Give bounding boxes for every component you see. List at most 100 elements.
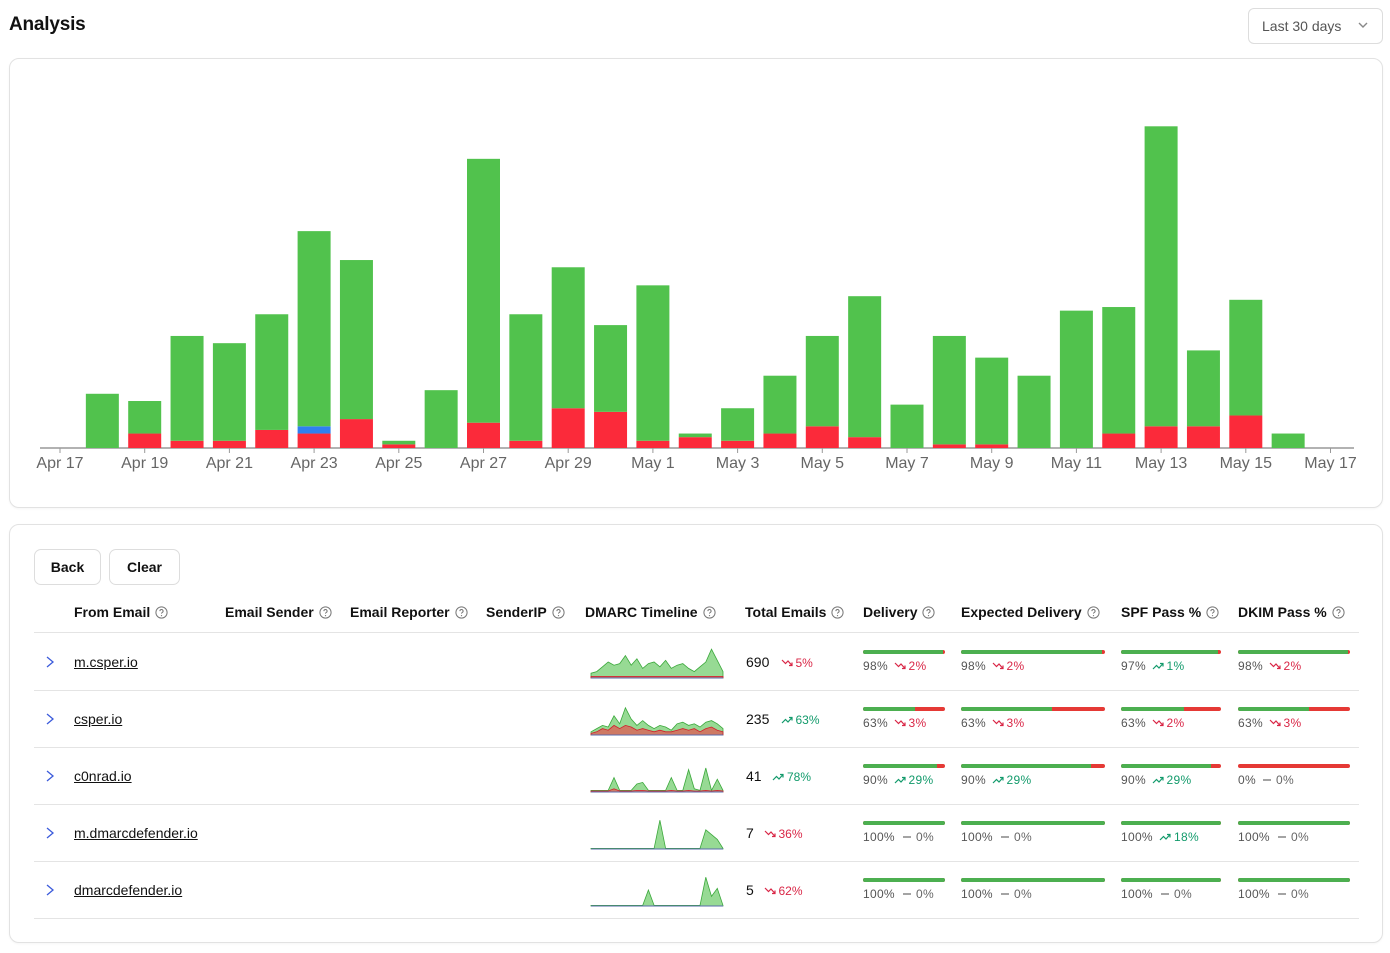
col-email-reporter-header[interactable]: Email Reporter — [350, 604, 468, 620]
bar-pass[interactable] — [551, 267, 585, 409]
bar-fail[interactable] — [763, 433, 797, 448]
bar-pass[interactable] — [85, 393, 119, 448]
bar-pass[interactable] — [297, 231, 331, 427]
column-label: Email Sender — [225, 604, 314, 620]
total-emails-value: 41 — [746, 768, 762, 784]
progress-fill — [863, 764, 937, 768]
table-row[interactable]: c0nrad.io 41 78% 90% 29% 90% 29% 90% 29% 0% 0% — [34, 748, 1359, 805]
bar-fail[interactable] — [128, 433, 162, 448]
bar-pass[interactable] — [128, 401, 162, 434]
bar-pass[interactable] — [594, 325, 628, 412]
bar-fail[interactable] — [678, 437, 712, 448]
help-icon[interactable] — [1087, 605, 1100, 619]
bar-fail[interactable] — [1186, 426, 1220, 448]
bar-pass[interactable] — [382, 440, 416, 445]
bar-pass[interactable] — [467, 158, 500, 423]
help-icon[interactable] — [319, 605, 332, 619]
bar-pass[interactable] — [1229, 299, 1263, 416]
bar-pass[interactable] — [255, 314, 289, 430]
bar-pass[interactable] — [975, 357, 1009, 445]
col-spf-pass-header[interactable]: SPF Pass % — [1121, 604, 1219, 620]
bar-fail[interactable] — [1102, 433, 1136, 448]
metric-delta: 3% — [908, 716, 927, 730]
bar-pass[interactable] — [1271, 433, 1305, 448]
help-icon[interactable] — [702, 605, 716, 619]
col-dkim-pass-header[interactable]: DKIM Pass % — [1238, 604, 1345, 620]
col-expected-delivery-header[interactable]: Expected Delivery — [961, 604, 1100, 620]
bar-fail[interactable] — [594, 411, 628, 448]
col-sender-ip-header[interactable]: SenderIP — [486, 604, 565, 620]
domain-link[interactable]: m.csper.io — [74, 654, 138, 670]
bar-fail[interactable] — [212, 440, 246, 448]
date-range-select[interactable]: Last 30 days — [1248, 8, 1383, 44]
bar-pass[interactable] — [763, 375, 797, 434]
help-icon[interactable] — [831, 605, 845, 619]
bar-fail[interactable] — [975, 444, 1009, 448]
chevron-right-icon[interactable] — [44, 655, 56, 669]
table-row[interactable]: csper.io 235 63% 63% 3% 63% 3% 63% 2% 63% 3% — [34, 691, 1359, 748]
bar-pass[interactable] — [170, 335, 204, 441]
bar-pass[interactable] — [678, 433, 712, 438]
column-label: DMARC Timeline — [585, 604, 698, 620]
bar-fail[interactable] — [339, 419, 373, 448]
bar-forward[interactable] — [297, 426, 331, 434]
bar-fail[interactable] — [297, 433, 331, 448]
table-row[interactable]: dmarcdefender.io 5 62% 100% 0% 100% 0% 100% 0% 10… — [34, 862, 1359, 919]
domain-link[interactable]: c0nrad.io — [74, 768, 132, 784]
progress-bar — [1238, 764, 1350, 768]
help-icon[interactable] — [1332, 605, 1345, 619]
help-icon[interactable] — [155, 605, 168, 619]
bar-fail[interactable] — [255, 429, 289, 448]
bar-pass[interactable] — [636, 285, 670, 441]
bar-pass[interactable] — [1102, 307, 1136, 434]
bar-pass[interactable] — [424, 390, 458, 448]
bar-fail[interactable] — [932, 444, 966, 448]
bar-fail[interactable] — [467, 422, 500, 448]
col-email-sender-header[interactable]: Email Sender — [225, 604, 332, 620]
help-icon[interactable] — [552, 605, 565, 619]
trend-down-icon — [764, 830, 776, 838]
clear-button[interactable]: Clear — [109, 549, 180, 585]
bar-pass[interactable] — [721, 408, 755, 441]
col-from-email-header[interactable]: From Email — [74, 604, 168, 620]
bar-fail[interactable] — [509, 440, 543, 448]
chevron-right-icon[interactable] — [44, 712, 56, 726]
bar-fail[interactable] — [848, 437, 882, 448]
bar-pass[interactable] — [339, 260, 373, 420]
bar-fail[interactable] — [170, 440, 204, 448]
col-delivery-header[interactable]: Delivery — [863, 604, 936, 620]
bar-fail[interactable] — [636, 440, 670, 448]
chevron-right-icon[interactable] — [44, 883, 56, 897]
bar-pass[interactable] — [1144, 126, 1178, 427]
help-icon[interactable] — [922, 605, 936, 619]
domain-link[interactable]: csper.io — [74, 711, 123, 727]
chevron-right-icon[interactable] — [44, 826, 56, 840]
table-row[interactable]: m.csper.io 690 5% 98% 2% 98% 2% 97% 1% 98% 2% — [34, 634, 1359, 691]
bar-pass[interactable] — [848, 296, 882, 438]
bar-fail[interactable] — [721, 440, 755, 448]
bar-fail[interactable] — [1144, 426, 1178, 448]
bar-pass[interactable] — [1186, 350, 1220, 427]
table-row[interactable]: m.dmarcdefender.io 7 36% 100% 0% 100% 0% 100% 18… — [34, 805, 1359, 862]
chevron-right-icon[interactable] — [44, 769, 56, 783]
col-total-emails-header[interactable]: Total Emails — [745, 604, 845, 620]
bar-fail[interactable] — [1229, 415, 1263, 448]
bar-fail[interactable] — [805, 426, 839, 448]
bar-pass[interactable] — [212, 343, 246, 441]
bar-pass[interactable] — [890, 404, 924, 448]
bar-pass[interactable] — [805, 335, 839, 427]
metric-value: 98% — [863, 659, 888, 673]
domain-link[interactable]: dmarcdefender.io — [74, 882, 183, 898]
back-button[interactable]: Back — [34, 549, 101, 585]
bar-pass[interactable] — [1059, 310, 1093, 448]
col-dmarc-timeline-header[interactable]: DMARC Timeline — [585, 604, 716, 620]
help-icon[interactable] — [1206, 605, 1219, 619]
bar-pass[interactable] — [932, 335, 966, 445]
domain-link[interactable]: m.dmarcdefender.io — [74, 825, 198, 841]
bar-fail[interactable] — [382, 444, 416, 448]
bar-fail[interactable] — [551, 408, 585, 448]
bar-pass[interactable] — [509, 314, 543, 441]
help-icon[interactable] — [454, 605, 468, 619]
bar-pass[interactable] — [1017, 375, 1051, 448]
trend-down-icon — [781, 659, 793, 667]
